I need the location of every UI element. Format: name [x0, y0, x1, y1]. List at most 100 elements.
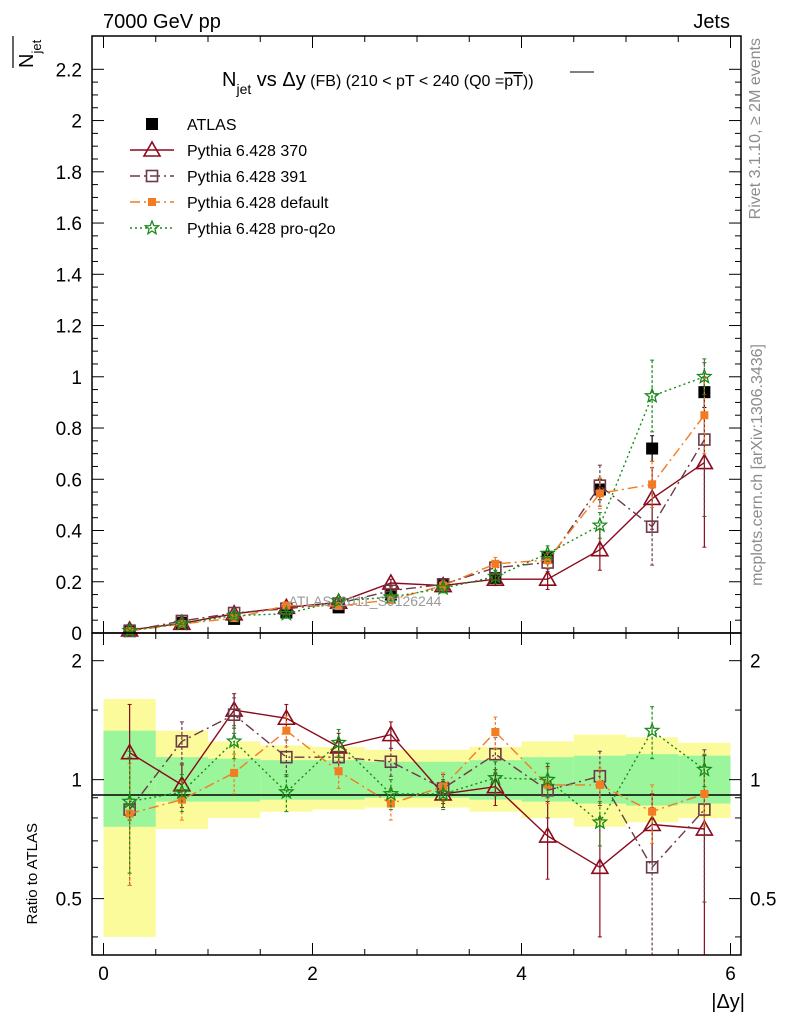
header-right: Jets: [693, 11, 730, 33]
data-point-marker: [591, 813, 609, 830]
x-tick-label: 4: [516, 964, 527, 985]
legend-label: Pythia 6.428 391: [187, 169, 307, 186]
data-point-marker: [595, 489, 604, 498]
y-axis-label: Njet: [12, 36, 44, 68]
legend: ATLAS Pythia 6.428 370 Pythia 6.428 391 Pyt…: [130, 117, 336, 238]
chart-title-part: (FB) (210 < pT < 240 (Q0 =: [306, 73, 504, 90]
data-point-marker: [148, 198, 156, 206]
y-tick-label: 1.6: [56, 214, 82, 235]
x-axis-label: |Δy|: [711, 991, 745, 1013]
data-point-marker: [173, 783, 191, 800]
y-label-part: jet: [29, 39, 44, 54]
data-point-marker: [645, 861, 659, 874]
chart-title-part: N: [222, 69, 236, 91]
data-point-marker: [487, 769, 504, 786]
data-point-marker: [276, 708, 296, 726]
data-point-marker: [648, 480, 657, 489]
y-tick-label: 0.4: [56, 522, 83, 543]
data-point-marker: [646, 442, 659, 455]
series-line: [129, 414, 705, 632]
data-point-marker: [142, 140, 162, 157]
data-point-marker: [146, 118, 158, 130]
chart-title-text: Njet vs Δy (FB) (210 < pT < 240 (Q0 =pT)…: [222, 69, 534, 97]
data-point-marker: [277, 604, 295, 621]
ratio-plot: 0.5 0.5 1 1 2 2 0 2 4 6 Ratio to ATLAS |Δy|: [24, 632, 776, 1013]
ratio-y-tick-label: 1: [71, 771, 82, 792]
chart-title: Njet vs Δy (FB) (210 < pT < 240 (Q0 =pT)…: [222, 69, 594, 97]
mcplots-label: mcplots.cern.ch [arXiv:1306.3436]: [749, 344, 766, 586]
data-point-marker: [382, 785, 400, 802]
data-point-marker: [282, 726, 291, 735]
ratio-y-tick-label-right: 2: [750, 652, 761, 673]
data-point-marker: [277, 783, 295, 800]
rivet-label: Rivet 3.1.10, ≥ 2M events: [747, 38, 764, 219]
data-point-marker: [700, 789, 709, 798]
main-plot-axes: 0 0.2 0.4 0.6 0.8 1 1.2 1.4 1.6 1.8 2 2.2: [56, 36, 741, 645]
main-plot: 0 0.2 0.4 0.6 0.8 1 1.2 1.4 1.6 1.8 2 2.2 ATLAS_201…: [12, 35, 742, 645]
chart-title-part: jet: [235, 81, 251, 97]
data-point-marker: [491, 727, 500, 736]
y-tick-label: 1.4: [56, 265, 83, 286]
ratio-y-tick-label: 2: [71, 652, 82, 673]
ratio-plot-marks: [120, 693, 714, 956]
legend-label: Pythia 6.428 370: [187, 143, 307, 160]
data-point-marker: [538, 826, 558, 843]
data-point-marker: [330, 733, 347, 750]
legend-label: Pythia 6.428 pro-q2o: [187, 221, 336, 238]
data-point-marker: [648, 807, 657, 816]
x-tick-label: 0: [98, 964, 109, 985]
data-point-marker: [280, 750, 293, 764]
x-tick-label: 6: [725, 964, 736, 985]
ratio-y-label: Ratio to ATLAS: [24, 823, 41, 924]
data-point-marker: [539, 770, 556, 787]
series-pq2o: [121, 706, 713, 874]
data-point-marker: [590, 857, 610, 875]
data-point-marker: [334, 602, 343, 611]
data-point-marker: [696, 760, 713, 777]
data-point-marker: [381, 725, 401, 742]
y-tick-label: 0.8: [56, 419, 82, 440]
y-tick-label: 0.2: [56, 573, 82, 594]
data-point-marker: [487, 567, 504, 584]
series-line: [129, 376, 705, 632]
series-line: [129, 729, 705, 815]
data-point-marker: [225, 732, 243, 749]
chart-title-part: vs Δy: [251, 69, 305, 91]
series-line: [129, 713, 705, 869]
data-point-marker: [227, 708, 241, 721]
y-tick-label: 1: [71, 368, 82, 389]
data-point-marker: [591, 516, 609, 533]
data-point-marker: [643, 721, 661, 738]
data-point-marker: [538, 569, 558, 586]
ratio-y-tick-label-right: 0.5: [750, 890, 776, 911]
ratio-y-tick-label: 0.5: [56, 890, 82, 911]
y-tick-label: 1.2: [56, 317, 82, 338]
data-point-marker: [230, 768, 239, 777]
y-tick-label: 0.6: [56, 470, 82, 491]
x-tick-label: 2: [307, 964, 318, 985]
data-point-marker: [539, 544, 556, 561]
y-tick-label: 2: [71, 112, 82, 133]
ratio-uncertainty-bands: [103, 698, 731, 937]
legend-label: ATLAS: [187, 117, 237, 134]
legend-label: Pythia 6.428 default: [187, 195, 329, 212]
y-axis-label-text: Njet: [16, 39, 44, 68]
main-plot-marks: [120, 358, 714, 638]
data-point-marker: [225, 606, 243, 623]
data-point-marker: [145, 169, 159, 183]
data-point-marker: [143, 219, 161, 236]
data-point-marker: [434, 785, 452, 802]
chart-title-part: )): [523, 73, 534, 90]
data-point-marker: [386, 799, 395, 808]
data-point-marker: [643, 387, 661, 404]
data-point-marker: [595, 780, 604, 789]
data-point-marker: [384, 755, 398, 769]
data-point-marker: [491, 559, 500, 568]
data-point-marker: [696, 368, 713, 384]
chart-title-part: pT: [504, 73, 523, 90]
data-point-marker: [121, 792, 139, 809]
series-line: [129, 729, 705, 824]
series-line: [129, 462, 705, 631]
ratio-y-tick-label-right: 1: [750, 771, 761, 792]
